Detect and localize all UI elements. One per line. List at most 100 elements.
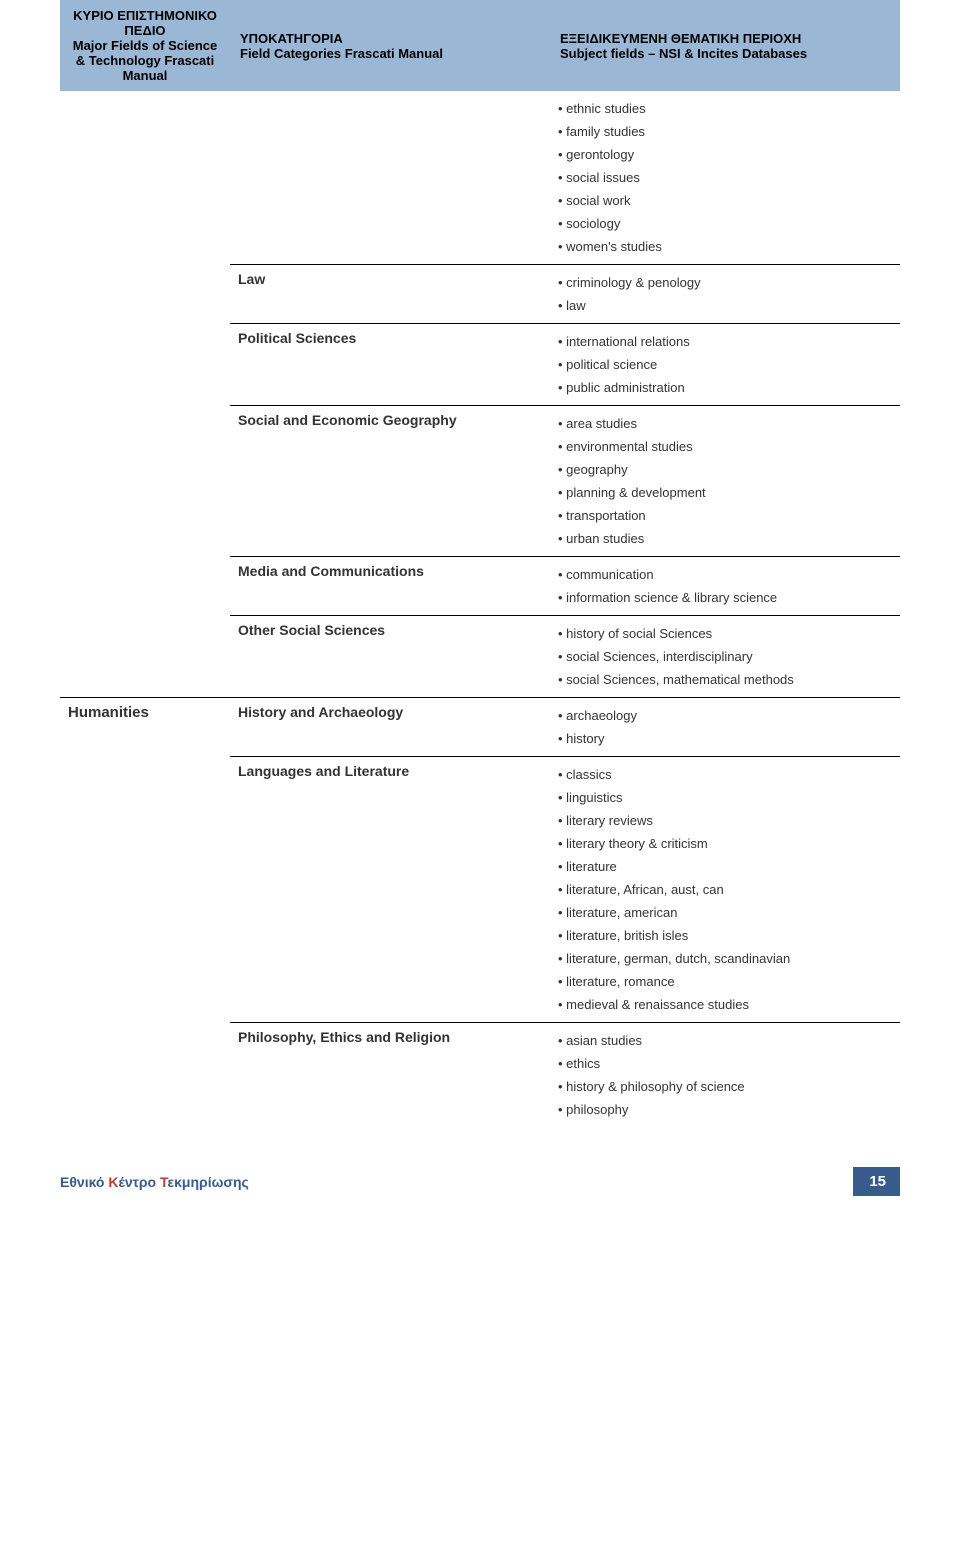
category-cell: Political Sciences bbox=[230, 324, 550, 406]
subjects-cell: area studiesenvironmental studiesgeograp… bbox=[550, 406, 900, 557]
subject-item: social Sciences, mathematical methods bbox=[558, 668, 892, 691]
header-col1: ΚΥΡΙΟ ΕΠΙΣΤΗΜΟΝΙΚΟ ΠΕΔΙΟ Major Fields of… bbox=[60, 0, 230, 91]
subject-item: ethics bbox=[558, 1052, 892, 1075]
subject-list: history of social Sciencessocial Science… bbox=[558, 622, 892, 691]
major-field-cell bbox=[60, 406, 230, 557]
subject-item: medieval & renaissance studies bbox=[558, 993, 892, 1016]
subjects-cell: international relationspolitical science… bbox=[550, 324, 900, 406]
subjects-cell: ethnic studiesfamily studiesgerontologys… bbox=[550, 91, 900, 265]
subject-item: archaeology bbox=[558, 704, 892, 727]
major-field-cell: Humanities bbox=[60, 698, 230, 757]
subject-item: political science bbox=[558, 353, 892, 376]
major-field-cell bbox=[60, 757, 230, 1023]
major-field-cell bbox=[60, 265, 230, 324]
subject-item: criminology & penology bbox=[558, 271, 892, 294]
subject-item: linguistics bbox=[558, 786, 892, 809]
subject-item: literature, american bbox=[558, 901, 892, 924]
category-cell bbox=[230, 91, 550, 265]
subject-list: international relationspolitical science… bbox=[558, 330, 892, 399]
subject-list: asian studiesethicshistory & philosophy … bbox=[558, 1029, 892, 1121]
header-col2-en: Field Categories Frascati Manual bbox=[240, 46, 540, 61]
subject-list: archaeologyhistory bbox=[558, 704, 892, 750]
subjects-cell: communicationinformation science & libra… bbox=[550, 557, 900, 616]
footer-text-3: εκμηρίωσης bbox=[167, 1174, 248, 1190]
subjects-cell: classicslinguisticsliterary reviewsliter… bbox=[550, 757, 900, 1023]
subject-item: women's studies bbox=[558, 235, 892, 258]
subject-item: communication bbox=[558, 563, 892, 586]
subject-item: social work bbox=[558, 189, 892, 212]
footer-text-2: έντρο bbox=[119, 1174, 160, 1190]
table-row: Philosophy, Ethics and Religionasian stu… bbox=[60, 1023, 900, 1128]
table-row: Languages and Literatureclassicslinguist… bbox=[60, 757, 900, 1023]
header-col2: ΥΠΟΚΑΤΗΓΟΡΙΑ Field Categories Frascati M… bbox=[230, 0, 550, 91]
table-row: ethnic studiesfamily studiesgerontologys… bbox=[60, 91, 900, 265]
header-col1-en: Major Fields of Science & Technology Fra… bbox=[70, 38, 220, 83]
page-footer: Εθνικό Κέντρο Τεκμηρίωσης 15 bbox=[60, 1167, 900, 1196]
subjects-cell: criminology & penologylaw bbox=[550, 265, 900, 324]
subject-item: social issues bbox=[558, 166, 892, 189]
subject-item: family studies bbox=[558, 120, 892, 143]
subjects-cell: asian studiesethicshistory & philosophy … bbox=[550, 1023, 900, 1128]
subject-list: area studiesenvironmental studiesgeograp… bbox=[558, 412, 892, 550]
subject-item: literature bbox=[558, 855, 892, 878]
classification-table: ΚΥΡΙΟ ΕΠΙΣΤΗΜΟΝΙΚΟ ΠΕΔΙΟ Major Fields of… bbox=[60, 0, 900, 1127]
page-number: 15 bbox=[853, 1167, 900, 1196]
subject-list: ethnic studiesfamily studiesgerontologys… bbox=[558, 97, 892, 258]
subject-item: asian studies bbox=[558, 1029, 892, 1052]
category-cell: Languages and Literature bbox=[230, 757, 550, 1023]
category-cell: Social and Economic Geography bbox=[230, 406, 550, 557]
table-row: HumanitiesHistory and Archaeologyarchaeo… bbox=[60, 698, 900, 757]
category-cell: Media and Communications bbox=[230, 557, 550, 616]
category-cell: Law bbox=[230, 265, 550, 324]
subject-item: urban studies bbox=[558, 527, 892, 550]
subject-item: international relations bbox=[558, 330, 892, 353]
header-col3: ΕΞΕΙΔΙΚΕΥΜΕΝΗ ΘΕΜΑΤΙΚΗ ΠΕΡΙΟΧΗ Subject f… bbox=[550, 0, 900, 91]
category-cell: Philosophy, Ethics and Religion bbox=[230, 1023, 550, 1128]
footer-org: Εθνικό Κέντρο Τεκμηρίωσης bbox=[60, 1174, 249, 1190]
category-cell: Other Social Sciences bbox=[230, 616, 550, 698]
table-row: Social and Economic Geographyarea studie… bbox=[60, 406, 900, 557]
table-row: Lawcriminology & penologylaw bbox=[60, 265, 900, 324]
subject-item: literary reviews bbox=[558, 809, 892, 832]
subject-item: information science & library science bbox=[558, 586, 892, 609]
subject-item: literary theory & criticism bbox=[558, 832, 892, 855]
table-row: Other Social Scienceshistory of social S… bbox=[60, 616, 900, 698]
footer-k1: Κ bbox=[108, 1174, 118, 1190]
header-col3-gr: ΕΞΕΙΔΙΚΕΥΜΕΝΗ ΘΕΜΑΤΙΚΗ ΠΕΡΙΟΧΗ bbox=[560, 31, 890, 46]
header-col2-gr: ΥΠΟΚΑΤΗΓΟΡΙΑ bbox=[240, 31, 540, 46]
major-field-cell bbox=[60, 616, 230, 698]
major-field-cell bbox=[60, 1023, 230, 1128]
subject-item: history bbox=[558, 727, 892, 750]
subjects-cell: history of social Sciencessocial Science… bbox=[550, 616, 900, 698]
subject-item: planning & development bbox=[558, 481, 892, 504]
subject-item: classics bbox=[558, 763, 892, 786]
subject-list: classicslinguisticsliterary reviewsliter… bbox=[558, 763, 892, 1016]
header-col1-gr: ΚΥΡΙΟ ΕΠΙΣΤΗΜΟΝΙΚΟ ΠΕΔΙΟ bbox=[70, 8, 220, 38]
table-row: Media and Communicationscommunicationinf… bbox=[60, 557, 900, 616]
subjects-cell: archaeologyhistory bbox=[550, 698, 900, 757]
subject-item: philosophy bbox=[558, 1098, 892, 1121]
subject-item: transportation bbox=[558, 504, 892, 527]
subject-item: environmental studies bbox=[558, 435, 892, 458]
subject-item: history of social Sciences bbox=[558, 622, 892, 645]
subject-item: literature, british isles bbox=[558, 924, 892, 947]
subject-item: history & philosophy of science bbox=[558, 1075, 892, 1098]
subject-item: geography bbox=[558, 458, 892, 481]
category-cell: History and Archaeology bbox=[230, 698, 550, 757]
subject-list: criminology & penologylaw bbox=[558, 271, 892, 317]
header-col3-en: Subject fields – NSI & Incites Databases bbox=[560, 46, 890, 61]
major-field-cell bbox=[60, 557, 230, 616]
major-field-cell bbox=[60, 91, 230, 265]
subject-item: sociology bbox=[558, 212, 892, 235]
subject-item: area studies bbox=[558, 412, 892, 435]
subject-item: law bbox=[558, 294, 892, 317]
subject-item: public administration bbox=[558, 376, 892, 399]
subject-item: social Sciences, interdisciplinary bbox=[558, 645, 892, 668]
subject-list: communicationinformation science & libra… bbox=[558, 563, 892, 609]
table-row: Political Sciencesinternational relation… bbox=[60, 324, 900, 406]
subject-item: literature, german, dutch, scandinavian bbox=[558, 947, 892, 970]
subject-item: literature, African, aust, can bbox=[558, 878, 892, 901]
subject-item: literature, romance bbox=[558, 970, 892, 993]
subject-item: gerontology bbox=[558, 143, 892, 166]
footer-text-1: Εθνικό bbox=[60, 1174, 108, 1190]
